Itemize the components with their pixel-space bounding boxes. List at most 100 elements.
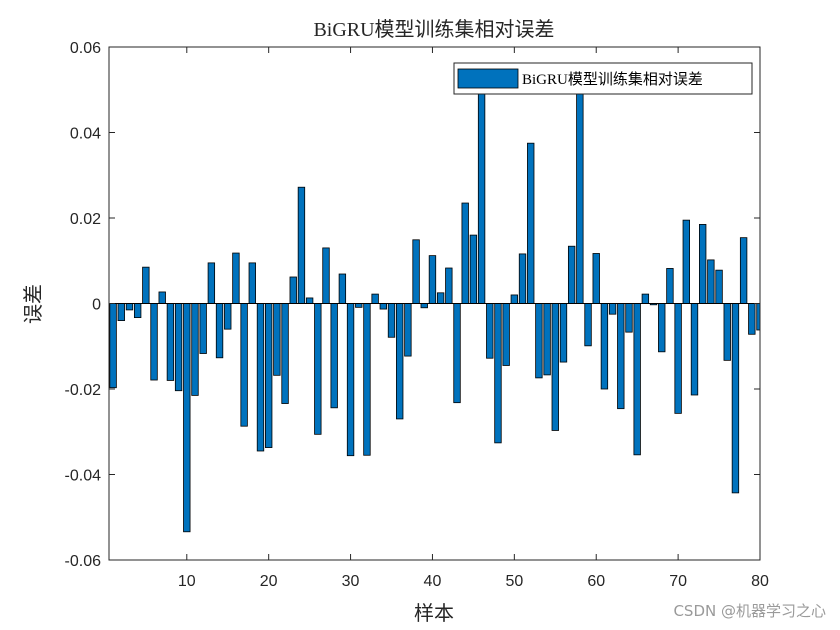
bar-50 [510,294,519,304]
bar-29 [338,273,347,304]
bar-75 [715,269,723,304]
bar-73 [699,224,707,304]
x-tick-label-20: 20 [260,573,278,590]
bar-8 [166,303,175,381]
bar-26 [314,303,322,435]
bar-57 [567,245,576,304]
legend-label: BiGRU模型训练集相对误差 [522,71,703,88]
bar-74 [707,259,715,304]
bar-77 [731,303,740,494]
x-tick-label-50: 50 [505,573,523,590]
bar-27 [322,247,330,304]
bar-16 [232,252,240,304]
bar-41 [436,292,445,304]
bar-6 [150,303,158,381]
bar-45 [469,234,478,304]
bar-78 [739,237,748,304]
bar-42 [445,267,453,304]
bar-68 [658,303,666,353]
bar-5 [142,266,150,304]
chart-title: BiGRU模型训练集相对误差 [313,18,554,41]
bar-36 [396,303,404,420]
x-axis-ticks: 10 20 30 40 50 60 70 80 [178,47,769,590]
bar-32 [363,303,371,456]
x-tick-label-30: 30 [342,573,360,590]
bar-4 [133,303,142,319]
bar-10 [183,303,191,533]
bar-11 [191,303,199,396]
y-tick-label-4: 0.02 [70,211,101,228]
bar-21 [273,303,281,376]
bar-53 [535,303,543,379]
x-axis-label: 样本 [414,602,454,625]
bar-13 [207,262,216,304]
bar-31 [355,303,363,308]
bar-28 [330,303,338,409]
bar-20 [265,303,273,448]
bar-18 [248,262,256,304]
bar-39 [420,303,428,309]
bar-12 [199,303,207,354]
bar-24 [297,186,306,304]
bar-49 [502,303,510,366]
bar-17 [240,303,248,427]
y-tick-label-3: 0 [92,297,101,314]
bar-19 [256,303,265,452]
bar-22 [281,303,289,404]
watermark-text: CSDN @机器学习之心 [673,602,826,620]
x-tick-label-10: 10 [178,573,196,590]
bar-60 [592,253,600,304]
bar-55 [551,303,559,431]
bar-14 [215,303,224,359]
bar-43 [453,303,461,404]
y-tick-label-0: -0.06 [65,553,102,570]
bar-79 [748,303,756,335]
bar-2 [117,303,125,322]
bar-7 [158,291,166,304]
bar-25 [305,297,314,304]
bar-34 [379,303,387,310]
y-axis-label: 误差 [22,284,45,324]
bar-62 [608,303,617,315]
bar-52 [527,142,535,304]
y-axis-ticks: -0.06 -0.04 -0.02 0 0.02 0.04 0.06 [65,40,760,570]
bar-76 [723,303,731,361]
legend: BiGRU模型训练集相对误差 [453,62,753,95]
bar-71 [682,219,690,304]
bar-48 [494,303,502,444]
y-tick-label-2: -0.02 [65,382,102,399]
bar-15 [224,303,232,330]
x-tick-label-60: 60 [587,573,605,590]
bar-56 [559,303,568,363]
bar-51 [518,253,527,304]
bar-59 [584,303,592,347]
bar-61 [600,303,609,390]
bar-65 [633,303,641,456]
bar-9 [174,303,183,392]
bar-37 [404,303,412,357]
bar-64 [625,303,633,333]
bar-47 [486,303,494,359]
y-tick-label-5: 0.04 [70,126,101,143]
bar-63 [617,303,625,410]
bar-70 [674,303,682,414]
bar-54 [543,303,551,376]
bar-66 [641,293,650,304]
bar-80 [756,303,760,331]
bar-35 [387,303,396,338]
bar-23 [289,276,297,304]
bar-69 [666,268,674,304]
bar-1 [109,303,117,389]
bar-58 [576,89,584,304]
bar-46 [477,89,486,304]
bar-30 [346,303,355,457]
bar-72 [690,303,699,396]
x-tick-label-80: 80 [751,573,769,590]
x-tick-label-70: 70 [669,573,687,590]
bar-33 [371,293,379,304]
bar-3 [125,303,134,311]
x-tick-label-40: 40 [424,573,442,590]
legend-swatch [457,68,519,89]
y-tick-label-1: -0.04 [65,468,102,485]
